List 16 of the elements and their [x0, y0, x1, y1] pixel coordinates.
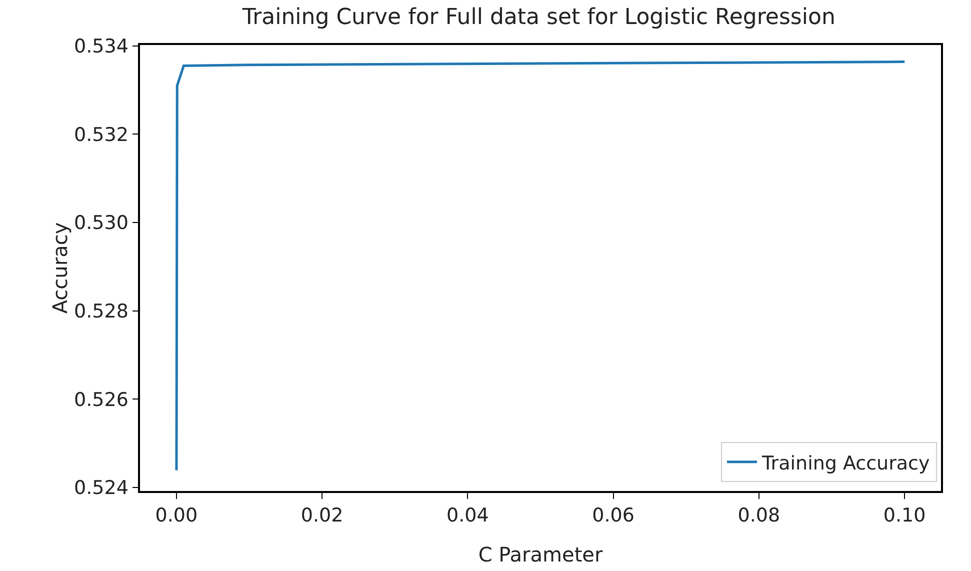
legend-label: Training Accuracy: [760, 452, 930, 474]
y-tick-label: 0.524: [74, 477, 128, 500]
y-tick-label: 0.528: [74, 300, 128, 322]
y-tick-label: 0.532: [74, 124, 128, 146]
x-tick-label: 0.04: [446, 504, 489, 527]
x-axis-title: C Parameter: [478, 542, 604, 566]
y-tick-label: 0.534: [74, 36, 128, 58]
x-tick-label: 0.06: [592, 504, 634, 527]
y-tick-label: 0.526: [74, 388, 128, 411]
x-tick-label: 0.08: [738, 504, 780, 527]
x-tick-label: 0.10: [883, 504, 926, 527]
x-tick-label: 0.00: [155, 504, 198, 527]
y-axis-title: Accuracy: [48, 222, 72, 314]
x-tick-label: 0.02: [300, 504, 344, 527]
y-tick-label: 0.530: [74, 212, 128, 234]
chart-title: Training Curve for Full data set for Logistic Regression: [241, 4, 836, 30]
